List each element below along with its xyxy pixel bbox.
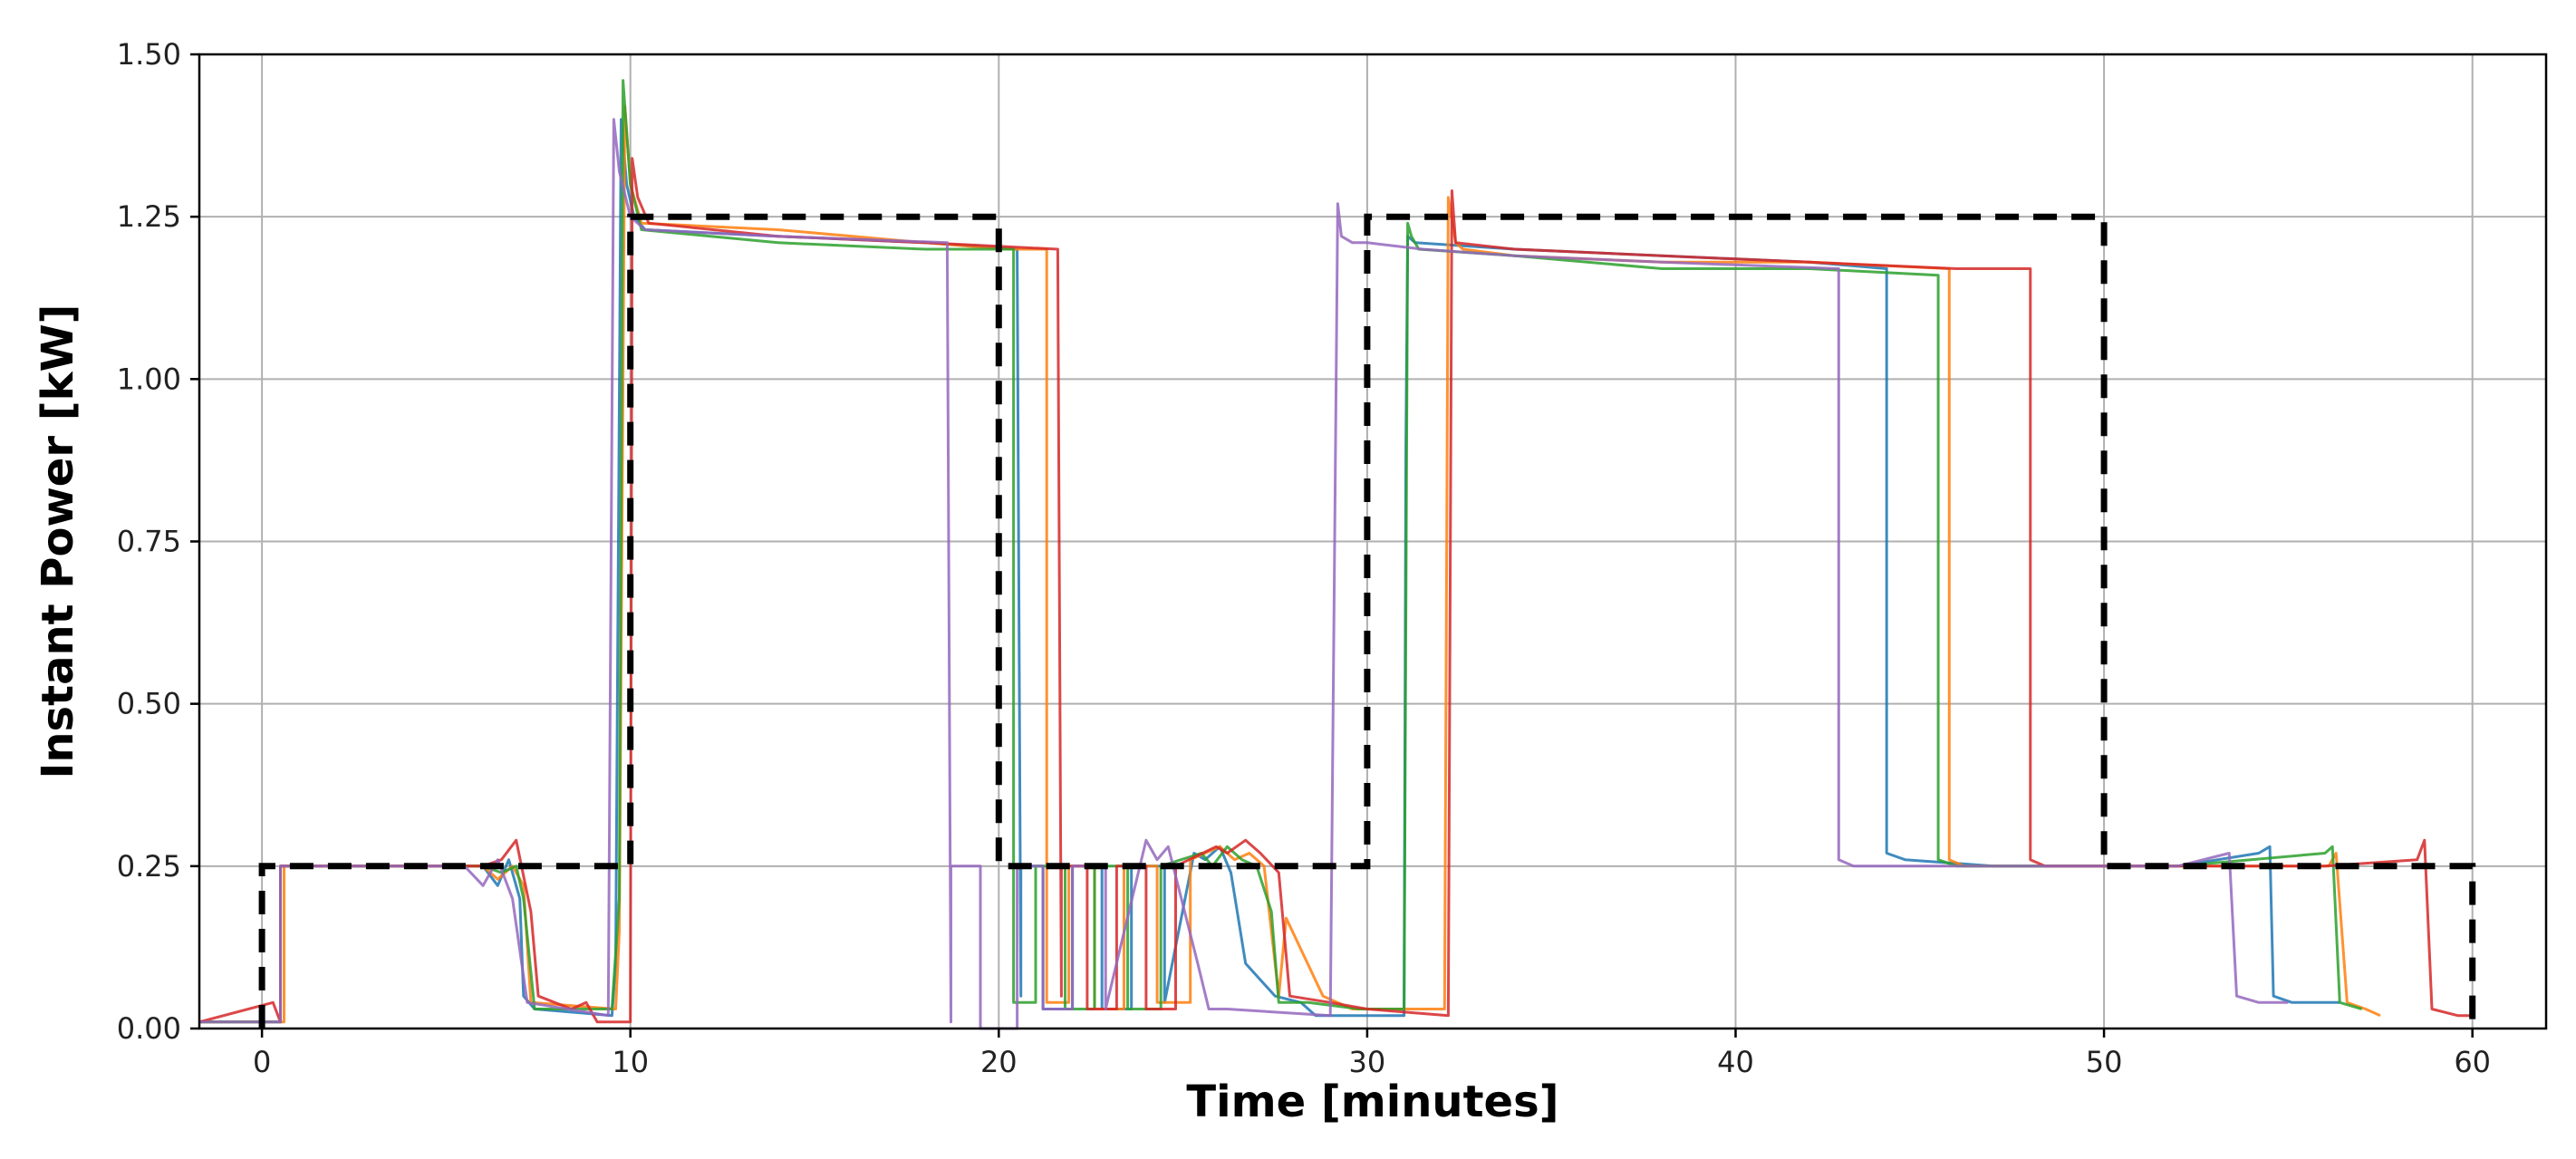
- x-tick-label: 10: [612, 1045, 649, 1079]
- x-tick-label: 0: [253, 1045, 271, 1079]
- reference-profile-line: [258, 213, 2476, 1029]
- x-tick-labels: 0 10 20 30 40 50 60: [253, 1029, 2491, 1079]
- series-line-5: [199, 118, 2289, 1030]
- y-tick-label: 0.25: [117, 849, 181, 884]
- x-tick-label: 20: [980, 1045, 1018, 1079]
- x-tick-label: 40: [1717, 1045, 1754, 1079]
- y-tick-labels: 0.00 0.25 0.50 0.75 1.00 1.25 1.50: [117, 37, 199, 1046]
- x-tick-label: 50: [2086, 1045, 2123, 1079]
- series-layer: [198, 79, 2473, 1030]
- x-tick-label: 30: [1349, 1045, 1386, 1079]
- y-tick-label: 0.00: [117, 1011, 181, 1046]
- grid-lines: [199, 53, 2546, 1029]
- y-tick-label: 1.00: [117, 362, 181, 396]
- y-tick-label: 1.50: [117, 37, 181, 72]
- y-tick-label: 1.25: [117, 199, 181, 234]
- y-tick-label: 0.75: [117, 525, 181, 559]
- x-tick-label: 60: [2454, 1045, 2491, 1079]
- y-tick-label: 0.50: [117, 687, 181, 721]
- y-axis-label: Instant Power [kW]: [33, 304, 83, 779]
- x-axis-label: Time [minutes]: [1186, 1077, 1558, 1127]
- series-line-4: [198, 157, 2473, 1024]
- reference-layer: [258, 213, 2476, 1029]
